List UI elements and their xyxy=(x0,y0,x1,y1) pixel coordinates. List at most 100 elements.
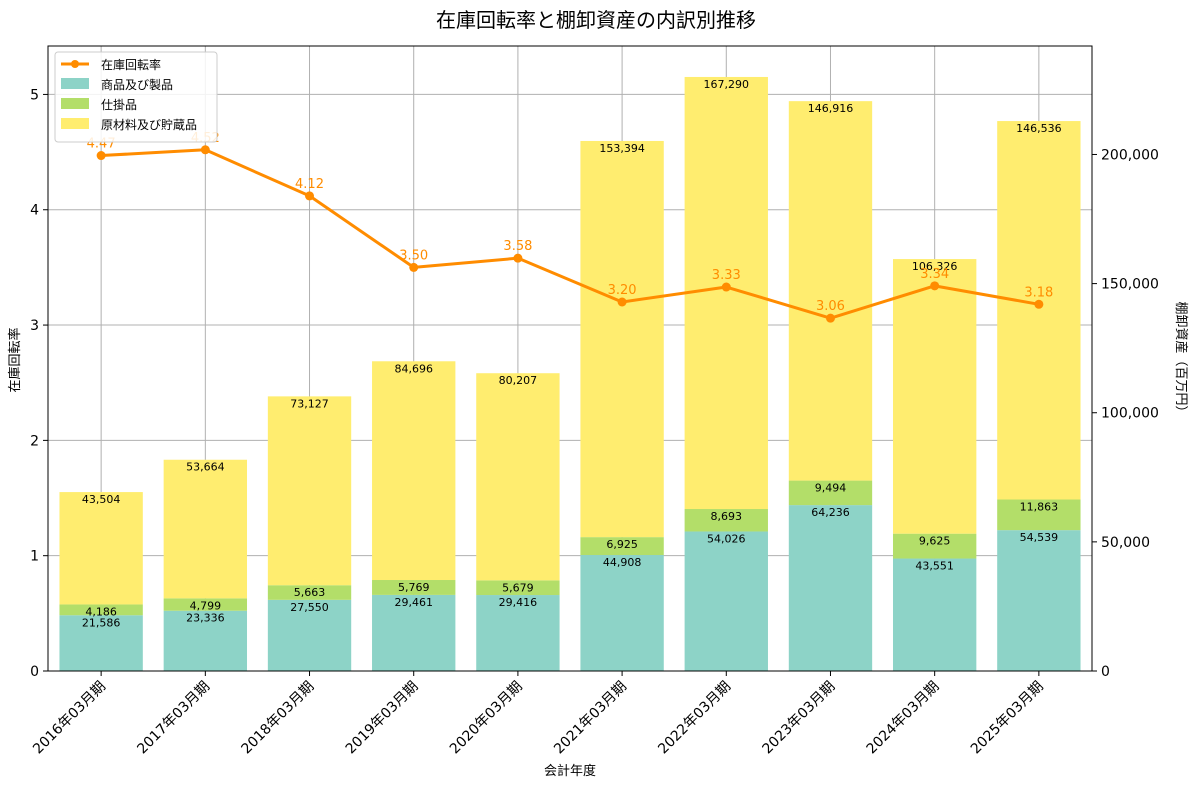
x-tick-label: 2020年03月期 xyxy=(447,679,526,758)
bar-segment xyxy=(580,537,664,556)
bar-segment xyxy=(684,531,768,671)
bar-segment xyxy=(163,459,248,599)
bar-segment xyxy=(788,101,873,481)
bar-value-label: 54,026 xyxy=(707,532,746,545)
legend-label: 在庫回転率 xyxy=(101,57,161,72)
line-layer: 4.474.524.123.503.583.203.333.063.343.18 xyxy=(87,131,1053,323)
legend-label: 仕掛品 xyxy=(101,97,137,112)
bar-segment xyxy=(892,558,977,671)
bar-value-label: 64,236 xyxy=(811,506,850,519)
chart-title: 在庫回転率と棚卸資産の内訳別推移 xyxy=(436,8,756,32)
turnover-point xyxy=(200,145,210,155)
legend-label: 商品及び製品 xyxy=(101,77,173,92)
turnover-value-label: 3.34 xyxy=(920,267,949,282)
turnover-point xyxy=(721,282,731,292)
turnover-value-label: 3.50 xyxy=(399,248,428,263)
bar-segment xyxy=(788,505,873,671)
bar-value-label: 5,663 xyxy=(294,586,326,599)
bar-value-label: 9,625 xyxy=(919,535,951,548)
bar-segment xyxy=(267,585,352,600)
legend-marker xyxy=(71,60,79,68)
y-right-tick-label: 200,000 xyxy=(1101,147,1159,163)
turnover-value-label: 3.18 xyxy=(1024,285,1053,300)
bar-segment xyxy=(476,580,560,596)
bar-value-label: 21,586 xyxy=(82,616,121,629)
turnover-point xyxy=(96,151,106,161)
bar-segment xyxy=(997,530,1081,671)
bar-segment xyxy=(267,599,352,671)
x-tick-label: 2017年03月期 xyxy=(134,679,213,758)
y-right-tick-label: 50,000 xyxy=(1101,535,1150,551)
turnover-line xyxy=(101,148,1040,320)
bar-value-label: 23,336 xyxy=(186,612,225,625)
bar-value-label: 53,664 xyxy=(186,461,225,474)
legend-swatch xyxy=(61,78,89,89)
legend-box xyxy=(54,51,218,143)
bar-value-label: 27,550 xyxy=(290,601,329,614)
bar-segment xyxy=(997,499,1081,531)
x-tick-label: 2022年03月期 xyxy=(655,679,734,758)
turnover-point xyxy=(930,281,940,291)
bar-segment xyxy=(372,594,456,671)
x-tick-label: 2018年03月期 xyxy=(239,679,318,758)
y-left-tick-label: 3 xyxy=(30,318,39,334)
legend-swatch xyxy=(61,98,89,109)
bar-segment xyxy=(372,361,456,581)
bar-value-label: 11,863 xyxy=(1020,501,1059,514)
turnover-value-label: 3.06 xyxy=(816,299,845,314)
bar-value-label: 44,908 xyxy=(603,556,642,569)
y-right-tick-label: 0 xyxy=(1101,664,1110,680)
bar-segment xyxy=(59,604,143,616)
bar-value-label: 5,679 xyxy=(502,581,534,594)
bar-value-label: 6,925 xyxy=(606,538,638,551)
legend-label: 原材料及び貯蔵品 xyxy=(101,118,197,132)
bar-segment xyxy=(684,509,768,532)
y-left-tick-label: 2 xyxy=(30,433,39,449)
bar-value-label: 5,769 xyxy=(398,581,430,594)
y-left-tick-label: 5 xyxy=(30,87,39,103)
bar-value-label: 153,394 xyxy=(599,142,645,155)
bar-value-label: 43,504 xyxy=(82,493,121,506)
bar-value-label: 167,290 xyxy=(704,78,750,91)
x-tick-label: 2023年03月期 xyxy=(759,679,838,758)
bar-value-label: 54,539 xyxy=(1020,531,1059,544)
bar-segment xyxy=(163,598,248,611)
turnover-value-label: 3.58 xyxy=(503,239,532,254)
bar-segment xyxy=(59,615,143,671)
y-left-tick-label: 4 xyxy=(30,203,39,219)
bar-value-label: 4,799 xyxy=(190,599,222,612)
bar-segment xyxy=(684,76,768,510)
bar-value-label: 84,696 xyxy=(394,362,433,375)
bar-segment xyxy=(580,555,664,671)
turnover-point xyxy=(513,253,523,263)
y-axis-left-label: 在庫回転率 xyxy=(7,327,23,392)
y-left-tick-label: 1 xyxy=(30,549,39,565)
x-tick-label: 2019年03月期 xyxy=(343,679,422,758)
bar-segment xyxy=(267,396,352,586)
bar-segment xyxy=(892,259,977,534)
bar-value-label: 146,536 xyxy=(1016,122,1062,135)
turnover-point xyxy=(825,313,835,323)
bar-value-label: 29,416 xyxy=(499,596,538,609)
bar-segment xyxy=(372,580,456,595)
bar-value-label: 73,127 xyxy=(290,397,329,410)
bar-segment xyxy=(580,140,664,538)
bar-segment xyxy=(476,373,560,581)
bar-segment xyxy=(476,595,560,671)
bar-segment xyxy=(788,480,873,506)
x-axis-label: 会計年度 xyxy=(544,763,596,779)
x-tick-label: 2021年03月期 xyxy=(551,679,630,758)
x-tick-label: 2025年03月期 xyxy=(968,679,1047,758)
bar-segment xyxy=(163,610,248,671)
turnover-value-label: 3.33 xyxy=(712,268,741,283)
bar-value-label: 106,326 xyxy=(912,260,958,273)
turnover-point xyxy=(617,297,627,307)
turnover-point xyxy=(1034,299,1044,309)
x-tick-label: 2016年03月期 xyxy=(30,679,109,758)
y-right-tick-label: 100,000 xyxy=(1101,406,1159,422)
bar-value-label: 29,461 xyxy=(394,596,433,609)
bar-value-label: 80,207 xyxy=(499,374,538,387)
turnover-point xyxy=(409,262,419,272)
